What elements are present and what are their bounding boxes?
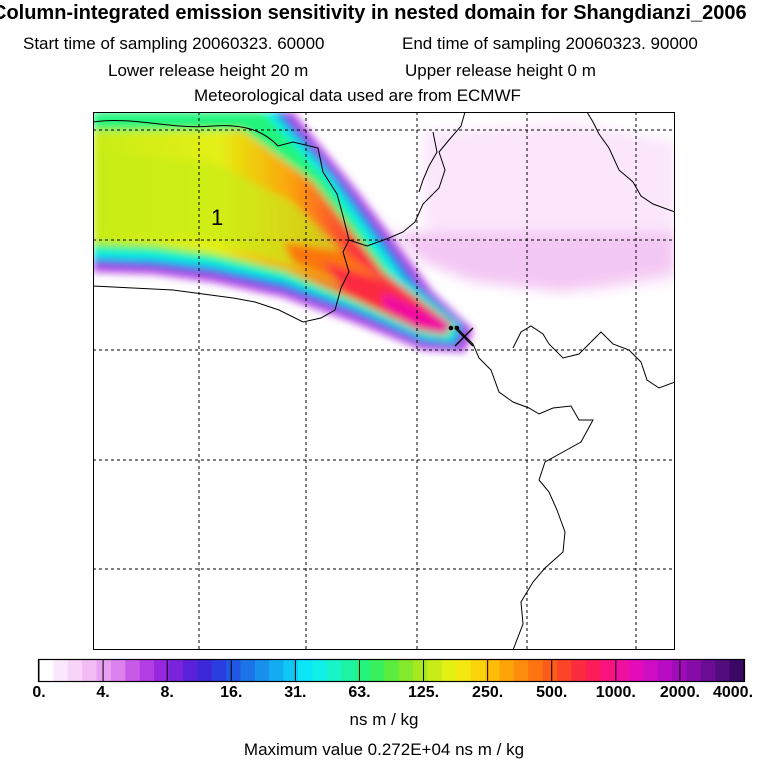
map-frame — [93, 112, 675, 650]
release-upper: Upper release height 0 m — [405, 61, 596, 80]
colorbar-cell — [312, 660, 328, 681]
colorbar-tick-label: 4. — [96, 684, 110, 701]
colorbar-cell — [729, 660, 745, 681]
colorbar-cell — [485, 660, 501, 681]
colorbar-cell — [226, 660, 242, 681]
colorbar-tick-label: 63. — [348, 684, 371, 701]
colorbar-cell — [585, 660, 601, 681]
colorbar-tick-label: 16. — [220, 684, 243, 701]
release-lower: Lower release height 20 m — [108, 61, 309, 80]
colorbar-tick-label: 250. — [472, 684, 504, 701]
colorbar-cell — [384, 660, 400, 681]
colorbar-tick-label: 125. — [407, 684, 440, 701]
colorbar-cell — [427, 660, 443, 681]
colorbar-cell — [197, 660, 213, 681]
colorbar-cell — [643, 660, 659, 681]
colorbar-cell — [139, 660, 155, 681]
colorbar-cell — [283, 660, 299, 681]
colorbar-cell — [686, 660, 702, 681]
colorbar-cell — [53, 660, 69, 681]
colorbar-tick-label: 4000. — [712, 684, 754, 701]
colorbar-cell — [39, 660, 54, 681]
emission-sensitivity-map: 1 — [93, 112, 675, 650]
colorbar-cell — [297, 660, 313, 681]
colorbar-cell — [441, 660, 457, 681]
colorbar-cell — [628, 660, 644, 681]
colorbar-cell — [600, 660, 616, 681]
coastlines — [93, 112, 675, 650]
colorbar-cell — [715, 660, 731, 681]
colorbar-cell — [556, 660, 572, 681]
colorbar-cell — [341, 660, 357, 681]
colorbar-cell — [700, 660, 716, 681]
colorbar-tick-label: 1000. — [595, 684, 636, 701]
lat-lon-grid — [93, 112, 675, 650]
colorbar-cell — [326, 660, 342, 681]
colorbar-cell — [398, 660, 414, 681]
colorbar-cell — [369, 660, 385, 681]
colorbar-cell — [211, 660, 227, 681]
colorbar-cell — [513, 660, 529, 681]
colorbar-tick-label: 0. — [32, 684, 46, 701]
colorbar-cell — [499, 660, 515, 681]
colorbar-cell — [110, 660, 126, 681]
colorbar-cell — [542, 660, 558, 681]
colorbar-cell — [82, 660, 98, 681]
colorbar-cell — [456, 660, 472, 681]
receptor-marker — [448, 325, 474, 347]
colorbar-unit: ns m / kg — [349, 710, 419, 729]
maximum-value: Maximum value 0.272E+04 ns m / kg — [243, 740, 525, 759]
colorbar-cell — [240, 660, 256, 681]
colorbar-cell — [528, 660, 544, 681]
colorbar-cell — [355, 660, 371, 681]
met-data: Meteorological data used are from ECMWF — [194, 86, 521, 105]
colorbar-cell — [125, 660, 141, 681]
colorbar-cell — [154, 660, 170, 681]
map-label: 1 — [211, 205, 223, 230]
colorbar-cell — [67, 660, 83, 681]
colorbar-tick-label: 500. — [536, 684, 568, 701]
colorbar-tick-label: 2000. — [659, 684, 700, 701]
colorbar-cell — [614, 660, 630, 681]
colorbar-cell — [182, 660, 198, 681]
sampling-end: End time of sampling 20060323. 90000 — [402, 34, 698, 53]
colorbar-tick-label: 8. — [160, 684, 174, 701]
colorbar-tick-label: 31. — [284, 684, 307, 701]
colorbar-cell — [657, 660, 673, 681]
plot-title: Column-integrated emission sensitivity i… — [0, 2, 747, 24]
colorbar-cell — [413, 660, 429, 681]
sampling-start: Start time of sampling 20060323. 60000 — [23, 34, 325, 53]
colorbar-cell — [470, 660, 486, 681]
low-sensitivity-region — [393, 122, 675, 292]
colorbar — [37, 658, 746, 683]
plume — [93, 112, 473, 352]
colorbar-cell — [254, 660, 270, 681]
colorbar-cell — [269, 660, 285, 681]
colorbar-cell — [96, 660, 112, 681]
colorbar-cell — [168, 660, 184, 681]
colorbar-cell — [571, 660, 587, 681]
